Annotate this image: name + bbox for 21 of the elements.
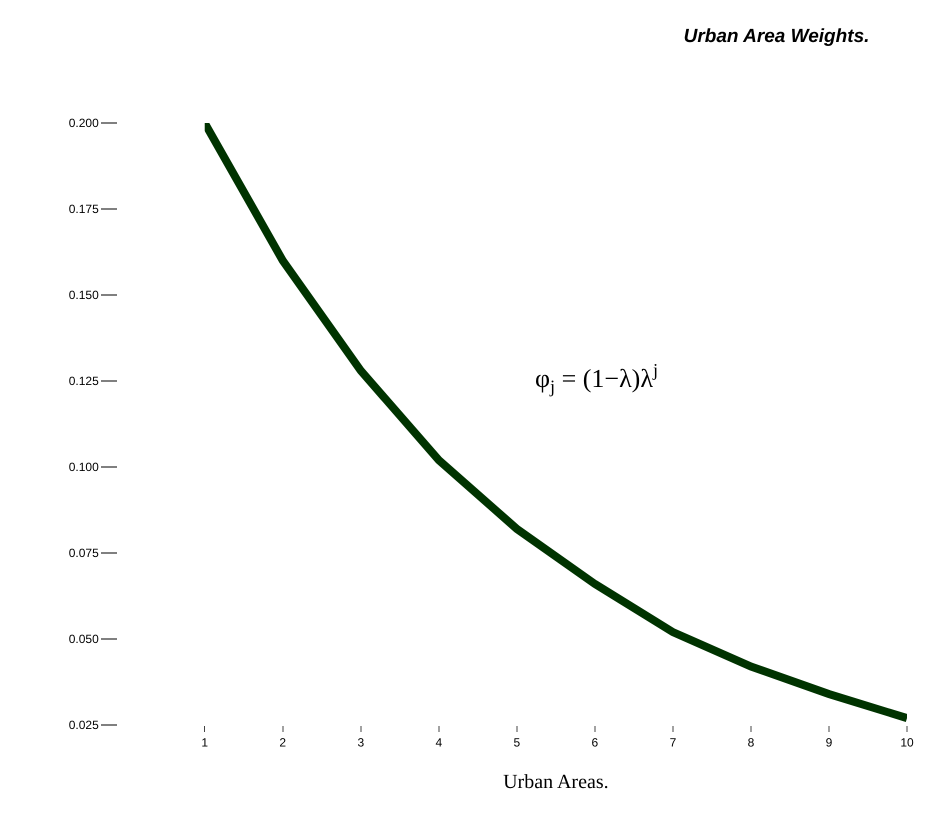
x-tick-label: 5	[514, 735, 521, 750]
x-tick-label: 6	[592, 735, 599, 750]
y-tick-label: 0.075	[68, 546, 100, 560]
x-tick-label: 2	[279, 735, 286, 750]
y-tick-label: 0.050	[68, 632, 100, 646]
y-tick-label: 0.175	[68, 202, 100, 216]
y-tick-label: 0.200	[68, 116, 100, 130]
x-axis-title: Urban Areas.	[503, 770, 609, 793]
x-tick-label: 7	[670, 735, 677, 750]
x-tick-label: 4	[435, 735, 442, 750]
y-tick-label: 0.100	[68, 460, 100, 474]
y-tick-label: 0.125	[68, 374, 100, 388]
x-tick-label: 10	[900, 735, 914, 750]
x-tick-label: 3	[357, 735, 364, 750]
x-tick-label: 9	[826, 735, 833, 750]
x-tick-label: 8	[748, 735, 755, 750]
chart-title: Urban Area Weights.	[684, 26, 870, 47]
x-tick-label: 1	[201, 735, 208, 750]
y-tick-label: 0.150	[68, 288, 100, 302]
annotation: φ$_{j}$ = (1−λ)λ$^{j}$	[535, 360, 658, 396]
y-tick-label: 0.025	[68, 718, 100, 732]
